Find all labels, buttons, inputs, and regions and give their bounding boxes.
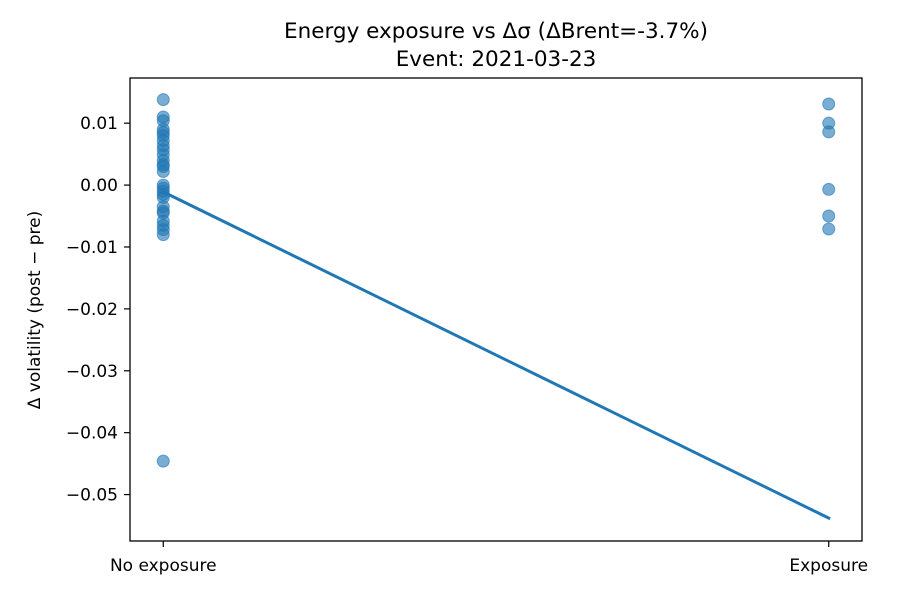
data-point	[822, 182, 836, 196]
x-tick-label: No exposure	[110, 556, 217, 576]
x-tick-label: Exposure	[789, 556, 868, 576]
data-point	[156, 454, 170, 468]
y-tick-label: 0.00	[80, 176, 118, 196]
data-point	[822, 125, 836, 139]
data-point	[822, 97, 836, 111]
y-tick-label: −0.04	[66, 424, 118, 444]
y-axis: 0.01 0.00 −0.01 −0.02 −0.03 −0.04 −0.05	[66, 114, 130, 506]
fit-line	[161, 189, 831, 521]
data-point	[822, 222, 836, 236]
chart-subtitle: Event: 2021-03-23	[396, 47, 597, 72]
y-tick-label: 0.01	[80, 114, 118, 134]
y-tick-label: −0.02	[66, 300, 118, 320]
x-axis: No exposure Exposure	[110, 541, 868, 576]
plot-area	[156, 93, 836, 521]
y-axis-label: Δ volatility (post − pre)	[25, 211, 45, 410]
data-point	[822, 209, 836, 223]
y-tick-label: −0.03	[66, 362, 118, 382]
chart-title: Energy exposure vs Δσ (ΔBrent=-3.7%)	[284, 19, 708, 44]
y-tick-label: −0.05	[66, 486, 118, 506]
plot-frame	[129, 77, 863, 542]
data-point	[156, 93, 170, 107]
data-point	[156, 228, 170, 242]
y-tick-label: −0.01	[66, 238, 118, 258]
data-point	[156, 164, 170, 178]
